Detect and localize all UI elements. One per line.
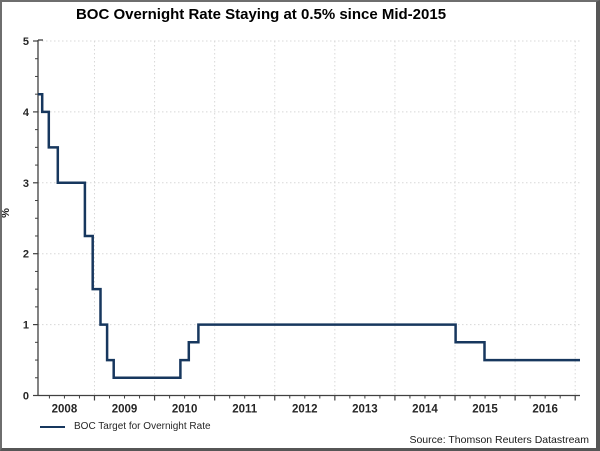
svg-text:2014: 2014 <box>412 404 438 416</box>
legend-label: BOC Target for Overnight Rate <box>74 421 211 432</box>
chart-title: BOC Overnight Rate Staying at 0.5% since… <box>75 6 447 23</box>
series-line <box>38 92 580 380</box>
svg-text:1: 1 <box>23 320 29 332</box>
y-axis-title: % <box>0 208 12 218</box>
x-axis-labels: 2008 2009 2010 2011 2012 2013 2014 2015 2016 <box>52 404 558 416</box>
svg-text:0: 0 <box>23 391 29 403</box>
svg-text:4: 4 <box>23 107 30 119</box>
axes <box>37 39 580 397</box>
legend: BOC Target for Overnight Rate <box>40 421 211 432</box>
svg-text:2: 2 <box>23 249 29 261</box>
svg-text:2008: 2008 <box>52 404 78 416</box>
svg-text:5: 5 <box>23 36 29 48</box>
svg-text:2012: 2012 <box>292 404 318 416</box>
legend-line-swatch-icon <box>40 425 65 428</box>
svg-text:2016: 2016 <box>532 404 558 416</box>
gridlines <box>38 40 580 396</box>
svg-text:2013: 2013 <box>352 404 378 416</box>
source-credit: Source: Thomson Reuters Datastream <box>409 434 589 446</box>
svg-text:2015: 2015 <box>472 404 498 416</box>
svg-text:2009: 2009 <box>112 404 138 416</box>
y-axis-labels: 0 1 2 3 4 5 <box>23 36 30 403</box>
svg-text:2010: 2010 <box>172 404 198 416</box>
svg-text:3: 3 <box>23 178 29 190</box>
tick-marks <box>33 40 576 401</box>
svg-text:2011: 2011 <box>232 404 258 416</box>
